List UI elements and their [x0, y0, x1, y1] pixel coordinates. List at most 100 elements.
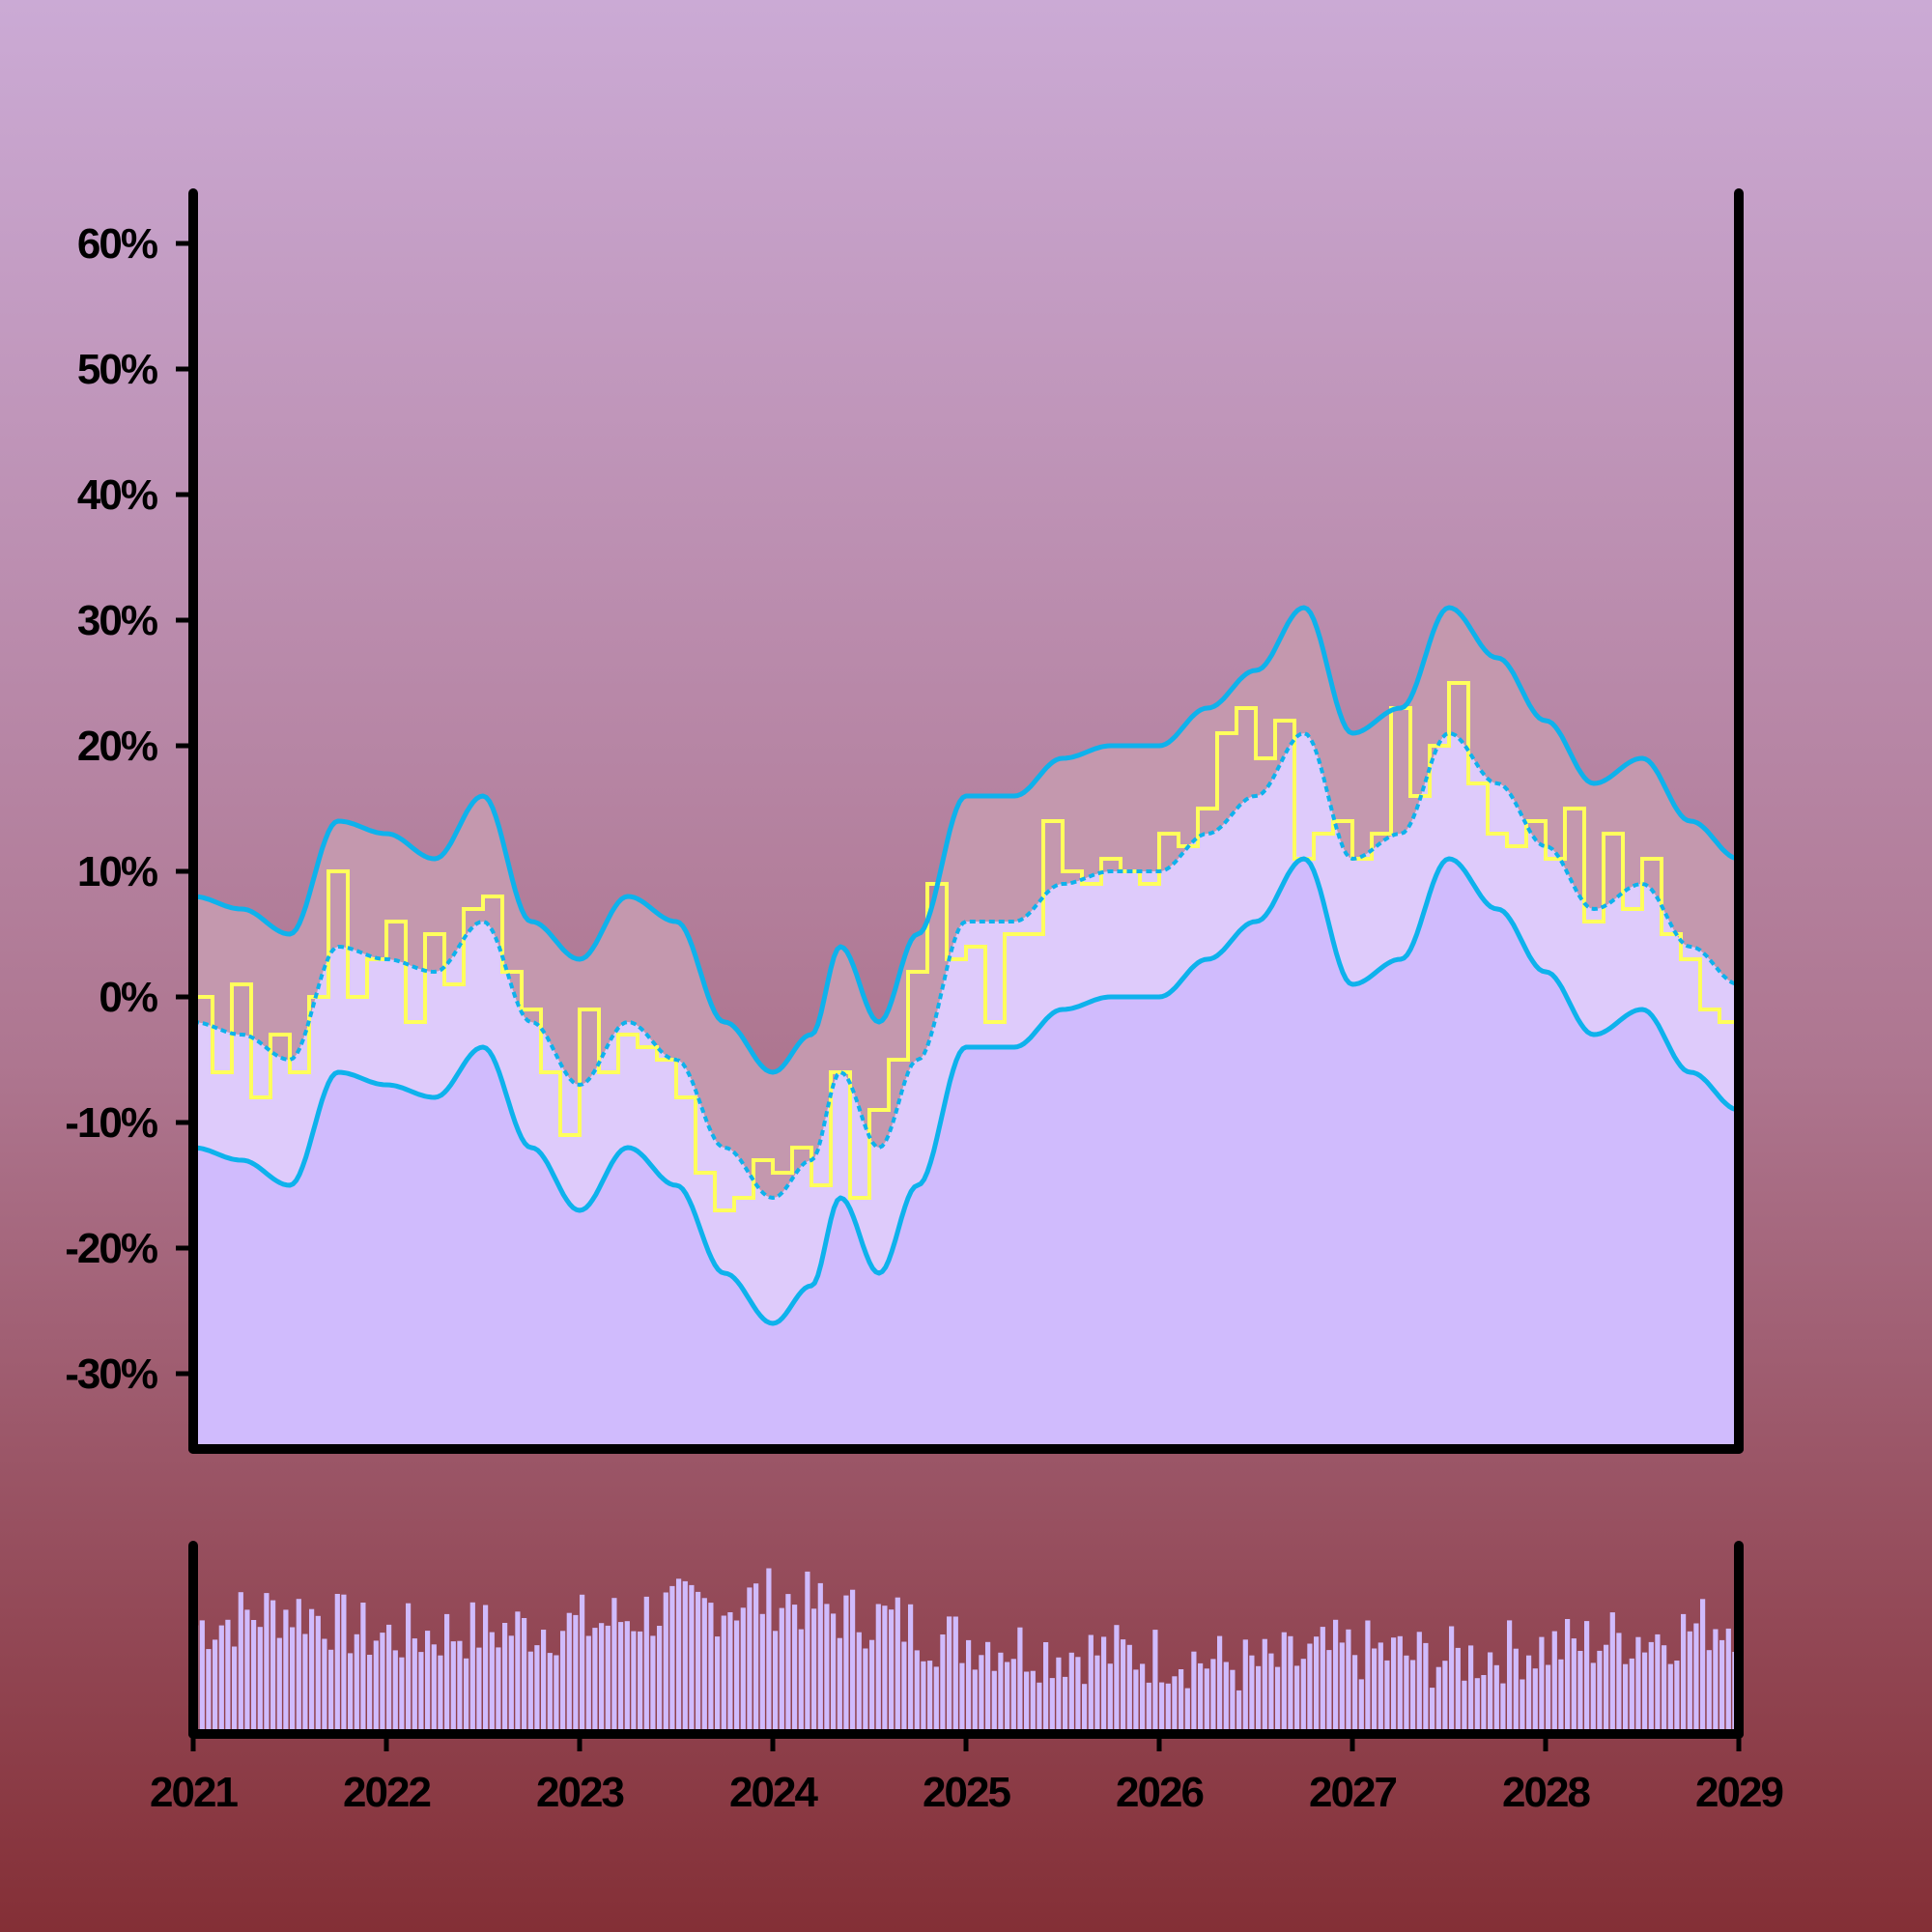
volume-bar: [1281, 1632, 1287, 1734]
volume-bar: [759, 1613, 765, 1734]
volume-bar: [1288, 1635, 1293, 1734]
volume-bar: [875, 1604, 881, 1734]
volume-bar: [708, 1603, 714, 1734]
upper-band-line: [193, 605, 1739, 1075]
volume-bar: [1030, 1670, 1036, 1734]
volume-bar: [721, 1615, 726, 1734]
volume-bar: [1468, 1645, 1474, 1734]
volume-bar: [831, 1613, 837, 1734]
volume-bar: [1423, 1642, 1429, 1734]
volume-bar: [1488, 1652, 1493, 1734]
volume-bar: [1642, 1652, 1648, 1734]
volume-bar: [1352, 1655, 1358, 1734]
volume-bar: [225, 1619, 231, 1734]
volume-bar: [1133, 1669, 1139, 1734]
volume-bar: [1230, 1669, 1236, 1734]
volume-bar: [328, 1649, 334, 1734]
volume-bar: [334, 1594, 340, 1734]
volume-bar: [1236, 1690, 1242, 1734]
volume-bar: [1416, 1632, 1422, 1734]
volume-bar: [1449, 1626, 1455, 1734]
volume-bar: [1326, 1650, 1332, 1734]
volume-bar: [1114, 1625, 1120, 1734]
volume-bar: [1063, 1676, 1068, 1734]
volume-bar: [1455, 1647, 1461, 1734]
volume-bar: [599, 1623, 605, 1734]
volume-bar: [805, 1571, 810, 1734]
volume-bar: [412, 1638, 417, 1734]
volume-bar: [1635, 1636, 1641, 1734]
volume-bar: [914, 1650, 920, 1734]
volume-bar: [753, 1583, 759, 1734]
volume-bar: [650, 1635, 656, 1734]
volume-bar: [1558, 1659, 1564, 1734]
volume-bar: [734, 1620, 740, 1734]
volume-bar: [1590, 1662, 1596, 1734]
volume-bar: [573, 1614, 579, 1734]
volume-bar: [1275, 1666, 1281, 1734]
volume-bar: [206, 1649, 212, 1734]
volume-bar: [991, 1670, 997, 1734]
volume-bar: [360, 1603, 366, 1734]
x-axis-tick-labels: 2021 2022 2023 2024 2025 2026 2027 2028 2029: [150, 1769, 1784, 1816]
volume-bar: [766, 1568, 772, 1734]
volume-bar: [244, 1609, 250, 1734]
volume-bar: [696, 1591, 701, 1734]
volume-bar: [238, 1592, 243, 1734]
volume-bar: [367, 1655, 373, 1734]
volume-bar: [1010, 1659, 1016, 1734]
volume-bar: [1442, 1661, 1448, 1734]
volume-bar: [998, 1652, 1004, 1734]
volume-bar: [1507, 1620, 1513, 1734]
volume-bar: [502, 1623, 508, 1734]
volume-bar: [1584, 1621, 1590, 1734]
volume-bar: [773, 1631, 779, 1734]
volume-bar: [566, 1612, 572, 1734]
volume-bar: [1037, 1682, 1042, 1734]
volume-bar: [1435, 1666, 1441, 1734]
volume-bar: [1609, 1612, 1615, 1734]
volume-bar: [322, 1638, 327, 1734]
y-tick-label: 50%: [77, 346, 157, 393]
volume-bar: [1191, 1651, 1197, 1734]
volume-bar: [1616, 1633, 1622, 1734]
volume-bar: [348, 1653, 354, 1734]
volume-bar: [270, 1600, 276, 1734]
band-lower-fill: [193, 733, 1739, 1323]
volume-bar: [715, 1636, 721, 1734]
volume-bar: [1713, 1629, 1719, 1734]
x-tick-label: 2026: [1116, 1769, 1203, 1816]
volume-bar: [560, 1631, 566, 1734]
volume-bar: [1140, 1663, 1146, 1734]
volume-bar: [882, 1605, 888, 1734]
volume-bar: [1597, 1650, 1603, 1734]
volume-bar: [489, 1632, 495, 1734]
volume-bar: [1094, 1655, 1100, 1734]
volume-bar: [1159, 1682, 1165, 1734]
volume-bar: [785, 1594, 791, 1734]
volume-bar: [1333, 1619, 1339, 1734]
middle-band-line: [193, 731, 1739, 1200]
volume-bar: [496, 1647, 501, 1734]
volume-bar: [979, 1655, 984, 1734]
lower-band-line: [193, 856, 1739, 1326]
volume-bar: [399, 1657, 405, 1734]
volume-bar: [1571, 1638, 1577, 1734]
volume-bar: [515, 1611, 521, 1734]
volume-bar: [534, 1645, 540, 1734]
volume-bar: [1049, 1678, 1055, 1734]
volume-bar: [1372, 1648, 1378, 1734]
volume-bar: [1146, 1682, 1151, 1734]
volume-bar: [1565, 1619, 1571, 1734]
volume-bar: [341, 1594, 347, 1734]
x-tick-label: 2025: [923, 1769, 1010, 1816]
volume-bar: [425, 1631, 431, 1734]
volume-bar: [315, 1615, 321, 1734]
volume-bar: [1320, 1627, 1325, 1734]
x-tick-label: 2022: [343, 1769, 430, 1816]
volume-bar: [1365, 1620, 1371, 1734]
volume-bar: [1693, 1623, 1699, 1734]
volume-bar: [908, 1604, 914, 1734]
volume-bar: [392, 1650, 398, 1734]
volume-bar: [469, 1602, 475, 1734]
